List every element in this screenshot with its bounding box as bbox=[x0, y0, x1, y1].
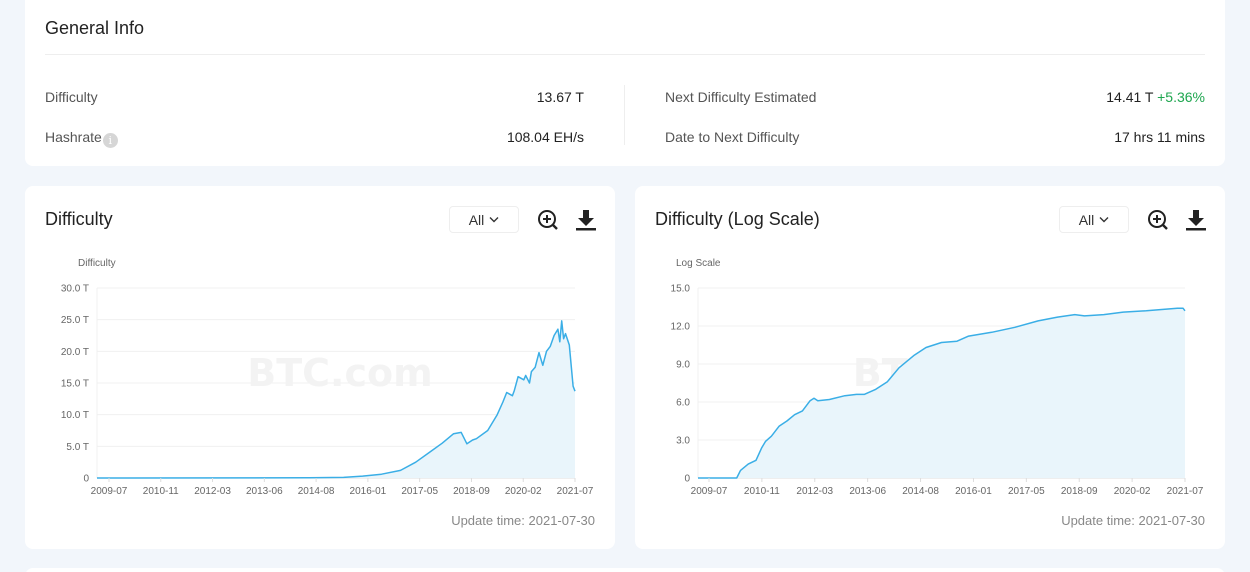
download-icon[interactable] bbox=[1184, 208, 1208, 232]
series-line bbox=[698, 307, 1186, 479]
update-time: Update time: 2021-07-30 bbox=[451, 513, 595, 528]
hashrate-label: Hashrate bbox=[45, 129, 102, 145]
download-icon[interactable] bbox=[574, 208, 598, 232]
y-tick-label: 9.0 bbox=[676, 360, 690, 371]
info-icon[interactable]: i bbox=[102, 133, 118, 148]
date-to-next-label: Date to Next Difficulty bbox=[665, 129, 800, 145]
date-to-next-value: 17 hrs 11 mins bbox=[1114, 129, 1205, 145]
next-difficulty-label: Next Difficulty Estimated bbox=[665, 89, 817, 105]
y-tick-label: 5.0 T bbox=[66, 442, 89, 453]
update-time: Update time: 2021-07-30 bbox=[1061, 513, 1205, 528]
y-tick-label: 25.0 T bbox=[61, 315, 89, 326]
zoom-in-icon[interactable] bbox=[1146, 208, 1170, 232]
y-tick-label: 20.0 T bbox=[61, 347, 89, 358]
x-tick-label: 2016-01 bbox=[350, 486, 387, 497]
difficulty-chart-card: Difficulty All Difficulty 0 5.0 T 10.0 T 15.… bbox=[25, 186, 615, 549]
y-tick-label: 0 bbox=[83, 474, 89, 485]
chart-title: Difficulty (Log Scale) bbox=[655, 209, 820, 229]
watermark: BTC.com bbox=[247, 351, 432, 395]
general-info-card: General Info Difficulty 13.67 T Hashrate… bbox=[25, 0, 1225, 166]
range-select-value: All bbox=[1078, 211, 1095, 228]
difficulty-label: Difficulty bbox=[45, 89, 98, 105]
x-tick-label: 2014-08 bbox=[298, 486, 335, 497]
general-info-title: General Info bbox=[45, 18, 145, 38]
chevron-down-icon bbox=[489, 217, 499, 223]
y-tick-label: 6.0 bbox=[676, 398, 690, 409]
x-tick-label: 2013-06 bbox=[849, 486, 886, 497]
x-tick-label: 2017-05 bbox=[401, 486, 438, 497]
y-axis-label: Difficulty bbox=[78, 258, 116, 269]
y-axis-label: Log Scale bbox=[676, 258, 721, 269]
y-tick-label: 0 bbox=[684, 474, 690, 485]
difficulty-value: 13.67 T bbox=[536, 89, 584, 105]
y-tick-label: 30.0 T bbox=[61, 284, 89, 295]
series-line bbox=[96, 320, 576, 479]
hashrate-value: 108.04 EH/s bbox=[506, 129, 584, 145]
difficulty-chart[interactable]: Difficulty 0 5.0 T 10.0 T 15.0 T 20.0 T 25.0 T… bbox=[25, 246, 615, 506]
y-tick-label: 3.0 bbox=[676, 436, 690, 447]
column-divider bbox=[624, 85, 625, 145]
log-difficulty-chart-card: Difficulty (Log Scale) All Log Scale 0 3.0… bbox=[635, 186, 1225, 549]
x-tick-label: 2018-09 bbox=[1061, 486, 1098, 497]
x-tick-label: 2020-02 bbox=[1114, 486, 1151, 497]
x-tick-label: 2009-07 bbox=[691, 486, 728, 497]
next-difficulty-value: 14.41 T bbox=[1106, 89, 1154, 105]
x-tick-label: 2012-03 bbox=[194, 486, 231, 497]
y-tick-label: 15.0 T bbox=[61, 379, 89, 390]
range-select[interactable]: All bbox=[1059, 206, 1129, 233]
x-tick-label: 2010-11 bbox=[143, 486, 179, 497]
y-tick-label: 10.0 T bbox=[61, 410, 89, 421]
divider bbox=[45, 54, 1205, 55]
x-tick-label: 2013-06 bbox=[246, 486, 283, 497]
next-difficulty-change: +5.36% bbox=[1157, 89, 1205, 105]
x-tick-label: 2010-11 bbox=[744, 486, 780, 497]
hashrate-label-group: Hashrate i bbox=[45, 129, 118, 148]
y-tick-label: 12.0 bbox=[671, 322, 691, 333]
x-tick-label: 2016-01 bbox=[955, 486, 992, 497]
x-tick-label: 2014-08 bbox=[902, 486, 939, 497]
range-select-value: All bbox=[468, 211, 485, 228]
x-tick-label: 2018-09 bbox=[453, 486, 490, 497]
x-tick-label: 2012-03 bbox=[796, 486, 833, 497]
chart-title: Difficulty bbox=[45, 209, 113, 229]
zoom-in-icon[interactable] bbox=[536, 208, 560, 232]
x-tick-label: 2009-07 bbox=[91, 486, 128, 497]
range-select[interactable]: All bbox=[449, 206, 519, 233]
log-difficulty-chart[interactable]: Log Scale03.06.09.012.015.0BTC.com2009-0… bbox=[635, 246, 1225, 506]
x-tick-label: 2020-02 bbox=[505, 486, 542, 497]
x-tick-label: 2021-07 bbox=[557, 486, 594, 497]
next-difficulty-value-group: 14.41 T +5.36% bbox=[1106, 89, 1205, 105]
y-tick-label: 15.0 bbox=[671, 284, 691, 295]
x-tick-label: 2017-05 bbox=[1008, 486, 1045, 497]
x-tick-label: 2021-07 bbox=[1167, 486, 1204, 497]
next-section-card bbox=[25, 568, 1225, 572]
chevron-down-icon bbox=[1099, 217, 1109, 223]
